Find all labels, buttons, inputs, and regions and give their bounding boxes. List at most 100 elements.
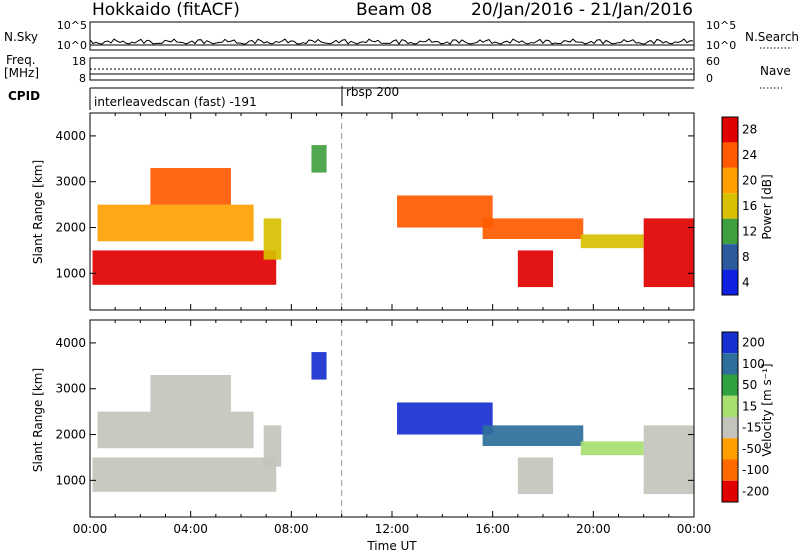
data-region-2 xyxy=(150,374,231,412)
xtick-label: 00:00 xyxy=(677,522,712,536)
colorbar-tick: 16 xyxy=(742,199,757,213)
data-region-0 xyxy=(92,250,277,285)
colorbar-segment xyxy=(722,395,738,417)
nave-tick-low: 0 xyxy=(706,72,713,85)
xtick-label: 20:00 xyxy=(576,522,611,536)
ytick-label: 2000 xyxy=(55,428,86,442)
colorbar-segment xyxy=(722,218,738,245)
velocity-ylabel: Slant Range [km] xyxy=(31,368,45,472)
nsearch-label: N.Search xyxy=(745,30,799,44)
data-region-9 xyxy=(643,218,694,288)
ytick-label: 1000 xyxy=(55,266,86,280)
ytick-label: 1000 xyxy=(55,473,86,487)
colorbar-tick: 28 xyxy=(742,123,757,137)
data-region-1 xyxy=(97,204,254,242)
nsearch-tick-low: 10^0 xyxy=(706,39,736,52)
colorbar-segment xyxy=(722,417,738,439)
data-region-2 xyxy=(150,167,231,205)
colorbar-segment xyxy=(722,459,738,481)
xtick-label: 00:00 xyxy=(73,522,108,536)
colorbar-segment xyxy=(722,269,738,295)
velocity-colorbar-label: Velocity [m s⁻¹] xyxy=(760,363,774,456)
power-colorbar: Power [dB] 28 24 20 16 12 8 4 xyxy=(721,116,774,296)
xtick-label: 08:00 xyxy=(274,522,309,536)
nsky-panel: N.Sky 10^5 10^0 10^5 10^0 N.Search xyxy=(4,19,799,52)
colorbar-segment xyxy=(722,353,738,375)
colorbar-tick: 100 xyxy=(742,357,765,371)
data-region-9 xyxy=(643,425,694,495)
cpid-panel: CPID interleavedscan (fast) -191 rbsp 20… xyxy=(8,85,694,110)
cpid-mode-interleaved: interleavedscan (fast) -191 xyxy=(94,95,257,109)
nsearch-tick-high: 10^5 xyxy=(706,19,736,32)
colorbar-frame xyxy=(721,331,739,503)
data-region-8 xyxy=(580,441,644,456)
colorbar-tick: 200 xyxy=(742,336,765,350)
colorbar-tick: -50 xyxy=(742,442,762,456)
colorbar-frame xyxy=(721,116,739,296)
data-region-7 xyxy=(517,250,554,288)
freq-tick-high: 18 xyxy=(72,55,86,68)
velocity-data xyxy=(92,320,694,517)
colorbar-tick: -15 xyxy=(742,421,762,435)
colorbar-tick: 24 xyxy=(742,148,757,162)
colorbar-tick: 20 xyxy=(742,174,757,188)
colorbar-segment xyxy=(722,438,738,460)
nsky-label: N.Sky xyxy=(4,30,38,44)
beam-label: Beam 08 xyxy=(356,0,432,20)
ytick-label: 3000 xyxy=(55,175,86,189)
data-region-5 xyxy=(397,195,493,228)
xtick-label: 12:00 xyxy=(375,522,410,536)
data-region-1 xyxy=(97,411,254,449)
time-axis-label: Time UT xyxy=(366,539,417,553)
colorbar-segment xyxy=(722,244,738,270)
data-region-8 xyxy=(580,234,644,249)
xtick-label: 16:00 xyxy=(475,522,510,536)
power-data xyxy=(92,113,694,310)
nave-tick-high: 60 xyxy=(706,55,720,68)
xtick-label: 04:00 xyxy=(173,522,208,536)
data-region-3 xyxy=(263,425,282,467)
colorbar-tick: -100 xyxy=(742,463,769,477)
colorbar-tick: -200 xyxy=(742,484,769,498)
colorbar-tick: 12 xyxy=(742,224,757,238)
velocity-panel: 1000 2000 3000 4000 00:00 04:00 08:00 12:00 16:0… xyxy=(31,319,711,553)
colorbar-segment xyxy=(722,117,738,143)
colorbar-segment xyxy=(722,167,738,194)
colorbar-segment xyxy=(722,193,738,219)
colorbar-segment xyxy=(722,142,738,168)
data-region-5 xyxy=(397,402,493,435)
data-region-6 xyxy=(482,218,584,239)
data-region-0 xyxy=(92,457,277,492)
data-region-4 xyxy=(311,352,327,380)
freq-label: Freq. xyxy=(6,53,36,67)
freq-unit: [MHz] xyxy=(4,66,39,80)
data-region-6 xyxy=(482,425,584,446)
station-title: Hokkaido (fitACF) xyxy=(92,0,240,20)
velocity-axis-ticks: 1000 2000 3000 4000 00:00 04:00 08:00 12:00 16:0… xyxy=(55,320,711,536)
cpid-mode-rbsp: rbsp 200 xyxy=(346,85,399,99)
freq-tick-low: 8 xyxy=(79,72,86,85)
power-axis-ticks: 1000 2000 3000 4000 xyxy=(55,113,695,310)
data-region-7 xyxy=(517,457,554,495)
ytick-label: 4000 xyxy=(55,336,86,350)
colorbar-tick: 15 xyxy=(742,399,757,413)
velocity-colorbar: Velocity [m s⁻¹] 200 100 50 15 -15 -50 -100 -20… xyxy=(721,331,774,503)
ytick-label: 4000 xyxy=(55,129,86,143)
cpid-label: CPID xyxy=(8,89,40,103)
power-ylabel: Slant Range [km] xyxy=(31,160,45,264)
colorbar-segment xyxy=(722,332,738,354)
colorbar-tick: 50 xyxy=(742,378,757,392)
nsky-tick-low: 10^0 xyxy=(57,39,87,52)
colorbar-tick: 4 xyxy=(742,275,750,289)
colorbar-tick: 8 xyxy=(742,250,750,264)
power-panel: 1000 2000 3000 4000 Slant Range [km] xyxy=(31,112,695,311)
freq-panel: Freq. [MHz] 18 8 60 0 Nave xyxy=(4,53,791,89)
colorbar-segment xyxy=(722,374,738,396)
date-range: 20/Jan/2016 - 21/Jan/2016 xyxy=(471,0,693,20)
colorbar-segment xyxy=(722,480,738,502)
ytick-label: 3000 xyxy=(55,382,86,396)
nsky-trace xyxy=(89,38,694,45)
nsky-tick-high: 10^5 xyxy=(57,19,87,32)
ytick-label: 2000 xyxy=(55,221,86,235)
